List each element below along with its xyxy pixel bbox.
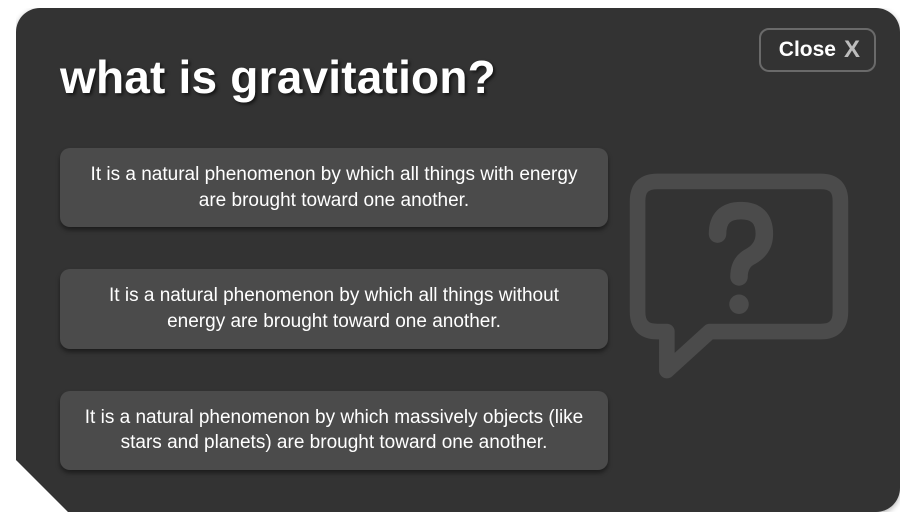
answer-option-label: It is a natural phenomenon by which all … (84, 162, 584, 213)
answer-option[interactable]: It is a natural phenomenon by which all … (60, 269, 608, 348)
question-title: what is gravitation? (60, 50, 496, 104)
close-icon: X (844, 38, 860, 62)
answer-option-label: It is a natural phenomenon by which all … (84, 283, 584, 334)
question-bubble-icon (622, 158, 856, 392)
close-button[interactable]: Close X (759, 28, 876, 72)
quiz-panel: Close X what is gravitation? It is a nat… (16, 8, 900, 512)
answer-option-label: It is a natural phenomenon by which mass… (84, 405, 584, 456)
close-button-label: Close (779, 38, 836, 62)
answer-option[interactable]: It is a natural phenomenon by which all … (60, 148, 608, 227)
answer-list: It is a natural phenomenon by which all … (60, 148, 608, 470)
answer-option[interactable]: It is a natural phenomenon by which mass… (60, 391, 608, 470)
